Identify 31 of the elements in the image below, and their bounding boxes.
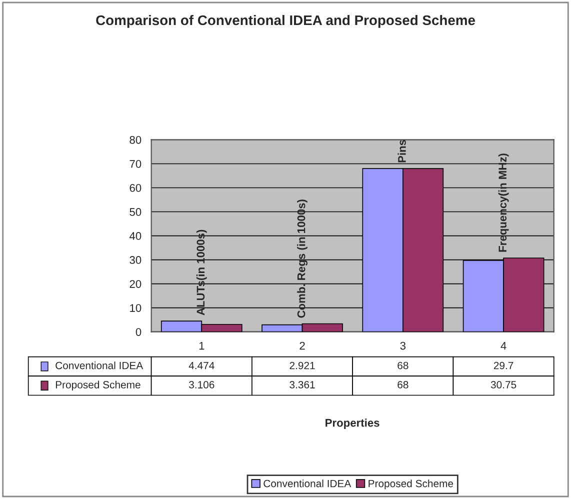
data-label: 68 bbox=[398, 362, 408, 370]
chart-title: Comparison of Conventional IDEA and Proposed Scheme bbox=[96, 14, 475, 28]
y-tick-label: 60 bbox=[130, 184, 142, 192]
x-tick-label: 2 bbox=[300, 342, 305, 350]
text: Conventional IDEA bbox=[264, 480, 352, 488]
text: Proposed Scheme bbox=[368, 480, 454, 490]
y-tick-label: 40 bbox=[129, 232, 142, 240]
annotation: Comb. Regs (in 1000s) bbox=[297, 200, 308, 318]
y-tick-label: 20 bbox=[130, 280, 142, 288]
data-label: 3.106 bbox=[189, 381, 214, 388]
x-tick-label: 1 bbox=[199, 342, 204, 350]
data-label: 30.75 bbox=[490, 381, 516, 388]
y-tick-label: 80 bbox=[130, 136, 142, 144]
data-label: 29.7 bbox=[494, 362, 514, 370]
legend-label: Proposed Scheme bbox=[56, 380, 140, 390]
y-tick-label: 30 bbox=[130, 256, 142, 264]
data-label: 68 bbox=[398, 381, 408, 388]
y-tick-label: 0 bbox=[136, 328, 142, 336]
y-tick-label: 10 bbox=[130, 304, 142, 312]
legend-label: Conventional IDEA bbox=[56, 362, 144, 370]
data-label: 4.474 bbox=[188, 362, 214, 370]
annotation: ALUTs(in 1000s) bbox=[196, 230, 207, 316]
y-tick-label: 70 bbox=[130, 160, 142, 168]
y-tick-label: 50 bbox=[130, 208, 142, 216]
x-tick-label: 4 bbox=[500, 342, 506, 350]
annotation: Frequency(in MHz) bbox=[498, 154, 509, 252]
text: Properties bbox=[326, 418, 380, 429]
data-label: 2.921 bbox=[290, 362, 315, 370]
data-label: 3.361 bbox=[290, 381, 315, 388]
x-tick-label: 3 bbox=[400, 342, 406, 350]
annotation: Pins bbox=[398, 140, 406, 162]
